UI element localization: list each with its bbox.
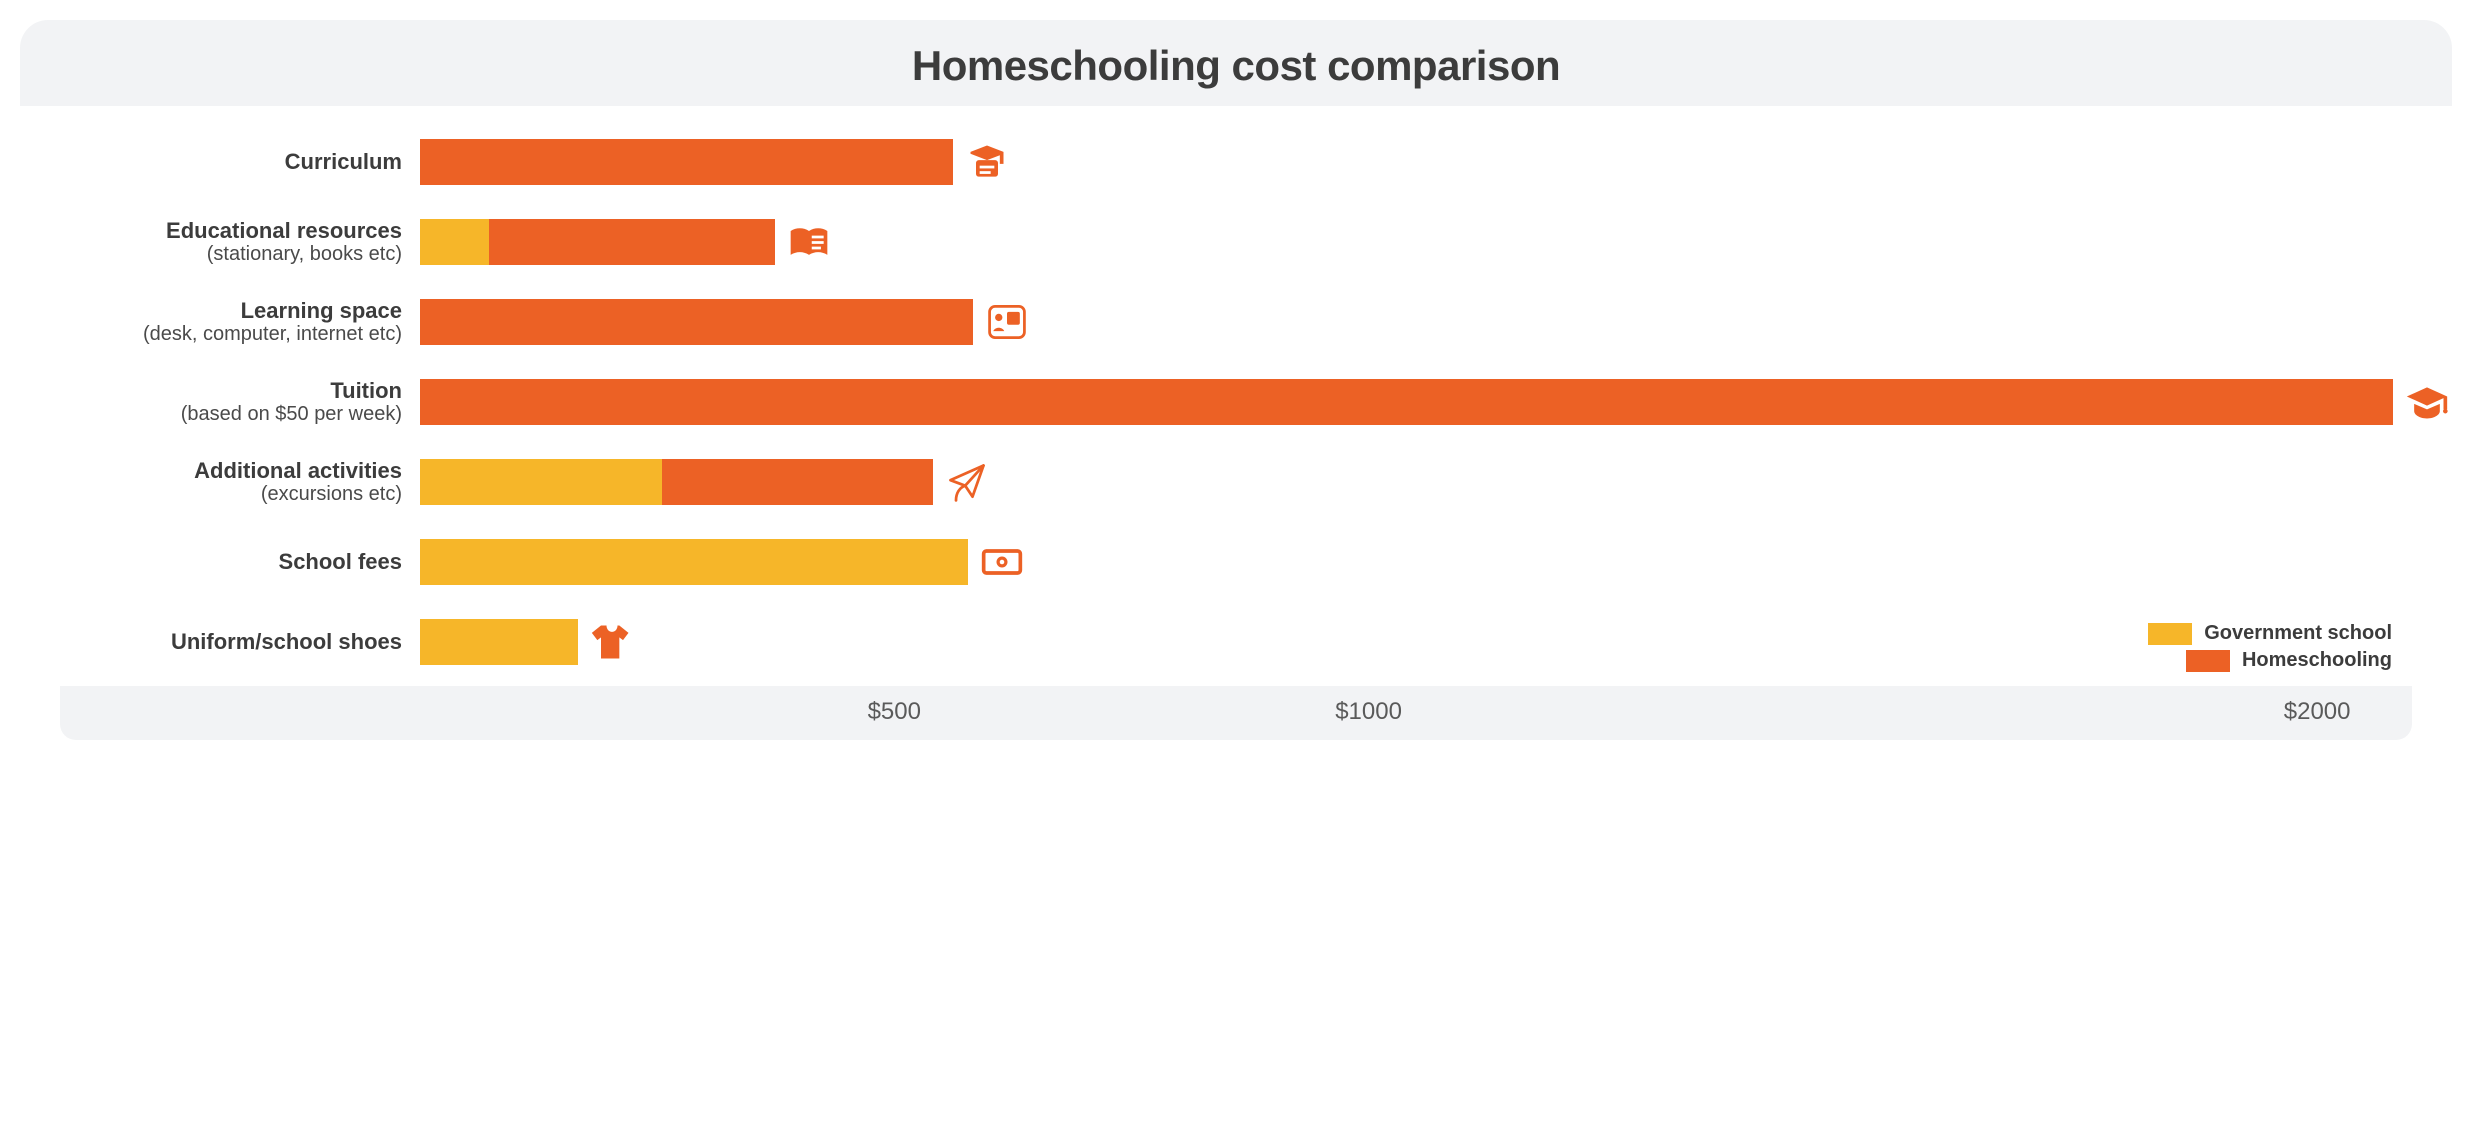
row-label-main: Educational resources [60,218,402,243]
row-label-main: School fees [60,549,402,574]
curriculum-icon [963,138,1011,186]
bar-segment-homeschooling [662,459,933,505]
row-label-main: Additional activities [60,458,402,483]
bar-area [420,364,2451,440]
row-label-sub: (desk, computer, internet etc) [60,323,402,346]
chart-rows: Curriculum Educational resources(stationa… [20,106,2452,680]
axis-tick: $1000 [1335,698,1402,726]
row-label: Curriculum [60,149,420,174]
row-label: Tuition(based on $50 per week) [60,378,420,426]
bar-stack [420,539,968,585]
money-icon [978,538,1026,586]
bar-stack [420,219,775,265]
bar-segment-homeschooling [420,299,973,345]
title-bar: Homeschooling cost comparison [20,20,2452,106]
bar-area [420,524,2412,600]
row-label: Additional activities(excursions etc) [60,458,420,506]
bar-segment-homeschooling [420,379,2393,425]
x-axis: $500 $1000 $2000 [60,686,2412,740]
row-label: Uniform/school shoes [60,629,420,654]
legend-swatch-government [2148,623,2192,645]
row-label: School fees [60,549,420,574]
row-label-main: Tuition [60,378,402,403]
bar-stack [420,619,578,665]
row-label-main: Uniform/school shoes [60,629,402,654]
legend: Government school Homeschooling [2148,618,2392,672]
shirt-icon [588,618,636,666]
axis-tick: $2000 [2284,698,2351,726]
workspace-icon [983,298,1031,346]
bar-row: Learning space(desk, computer, internet … [60,284,2412,360]
book-icon [785,218,833,266]
row-label-main: Curriculum [60,149,402,174]
bar-stack [420,459,933,505]
row-label-sub: (excursions etc) [60,483,402,506]
bar-area [420,204,2412,280]
bar-segment-government [420,459,662,505]
row-label-main: Learning space [60,298,402,323]
bar-segment-government [420,219,489,265]
axis-tick: $500 [868,698,921,726]
bar-segment-homeschooling [489,219,775,265]
bar-segment-government [420,619,578,665]
bar-row: School fees [60,524,2412,600]
bar-row: Additional activities(excursions etc) [60,444,2412,520]
bar-area [420,444,2412,520]
row-label: Educational resources(stationary, books … [60,218,420,266]
paperplane-icon [943,458,991,506]
legend-label-homeschooling: Homeschooling [2242,649,2392,672]
chart-title: Homeschooling cost comparison [20,42,2452,90]
bar-row: Curriculum [60,124,2412,200]
bar-area [420,124,2412,200]
bar-stack [420,379,2393,425]
bar-row: Tuition(based on $50 per week) [60,364,2412,440]
gradcap-icon [2403,378,2451,426]
legend-label-government: Government school [2204,622,2392,645]
bar-stack [420,299,973,345]
bar-segment-homeschooling [420,139,953,185]
bar-area [420,604,2412,680]
bar-row: Educational resources(stationary, books … [60,204,2412,280]
bar-row: Uniform/school shoes [60,604,2412,680]
row-label: Learning space(desk, computer, internet … [60,298,420,346]
cost-comparison-chart: Homeschooling cost comparison Curriculum… [20,20,2452,740]
bar-segment-government [420,539,968,585]
legend-item-homeschooling: Homeschooling [2148,649,2392,672]
bar-stack [420,139,953,185]
legend-swatch-homeschooling [2186,650,2230,672]
legend-item-government: Government school [2148,622,2392,645]
bar-area [420,284,2412,360]
row-label-sub: (based on $50 per week) [60,403,402,426]
row-label-sub: (stationary, books etc) [60,243,402,266]
